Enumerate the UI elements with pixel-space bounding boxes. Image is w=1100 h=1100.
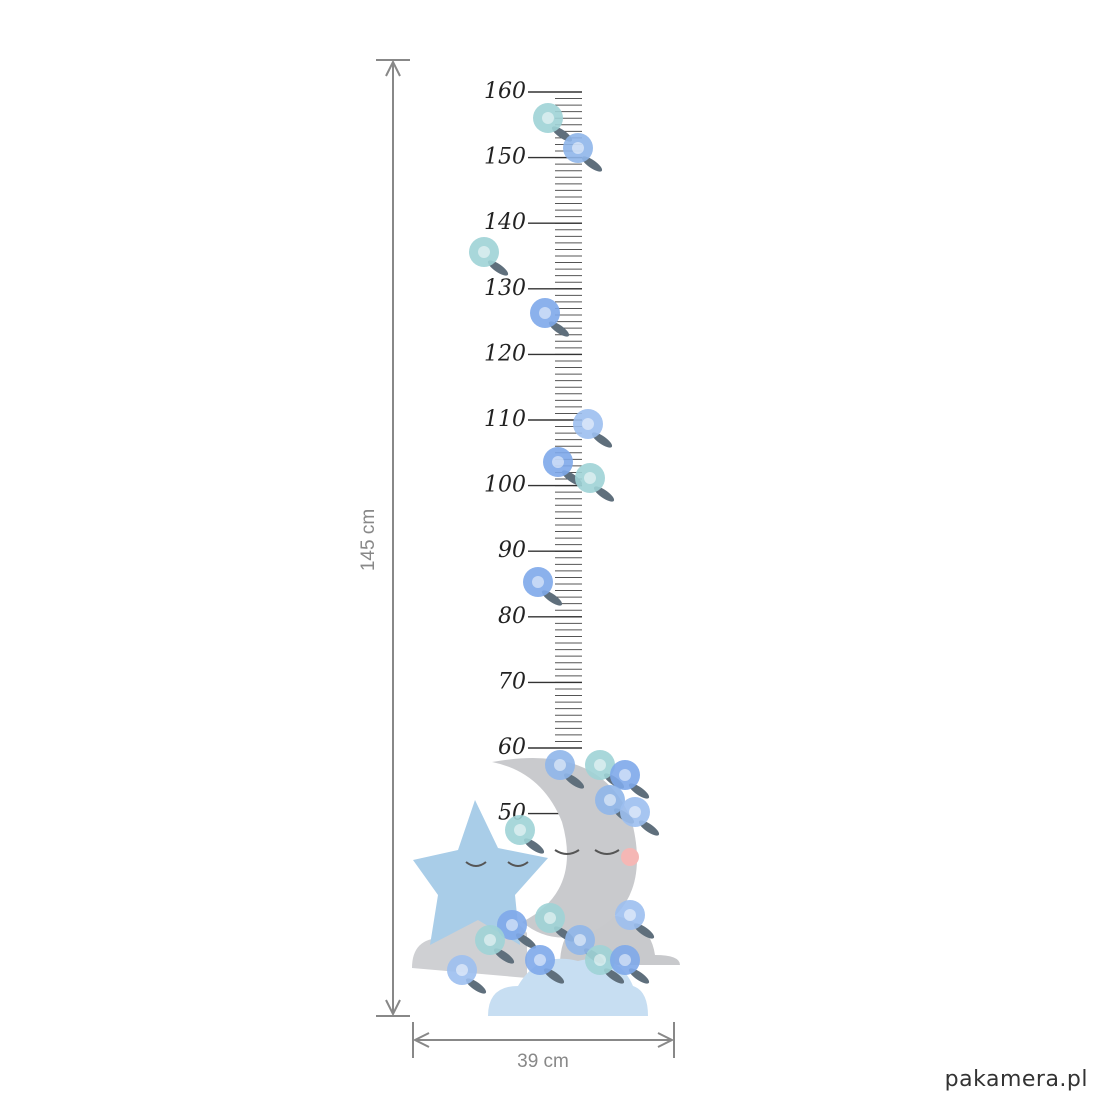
ruler-label: 110 (484, 407, 526, 432)
flower-center (629, 806, 641, 818)
flower-center (594, 954, 606, 966)
leaf (628, 783, 650, 799)
flower-center (484, 934, 496, 946)
flower-center (552, 456, 564, 468)
ruler-label: 70 (498, 669, 526, 694)
flower-center (514, 824, 526, 836)
flower-center (582, 418, 594, 430)
leaf (591, 432, 613, 448)
ruler-label: 60 (498, 735, 526, 760)
flower-center (534, 954, 546, 966)
width-label: 39 cm (517, 1051, 569, 1072)
flower-center (532, 576, 544, 588)
flower-center (544, 912, 556, 924)
leaf (465, 978, 487, 994)
flower-center (542, 112, 554, 124)
leaf (523, 838, 545, 854)
ruler-label: 160 (484, 79, 526, 104)
leaf (541, 590, 563, 606)
flower-center (456, 964, 468, 976)
leaf (493, 948, 515, 964)
flower-center (478, 246, 490, 258)
watermark: pakamera.pl (945, 1067, 1088, 1092)
flower-center (572, 142, 584, 154)
leaf (515, 933, 537, 949)
leaf (543, 968, 565, 984)
leaf (633, 923, 655, 939)
ruler-label: 80 (498, 604, 526, 629)
flower-center (539, 307, 551, 319)
height-dimension (376, 59, 410, 1017)
leaf (593, 486, 615, 502)
flower-center (619, 769, 631, 781)
flower-center (624, 909, 636, 921)
leaf (487, 260, 509, 276)
ruler-label: 130 (484, 276, 526, 301)
ruler-label: 150 (484, 145, 526, 170)
flower-center (554, 759, 566, 771)
leaf (628, 968, 650, 984)
star (413, 800, 548, 945)
ruler-label: 100 (484, 473, 526, 498)
flower-center (594, 759, 606, 771)
leaf (563, 773, 585, 789)
ruler-label: 140 (484, 210, 526, 235)
ruler-label: 120 (484, 341, 526, 366)
leaf (581, 156, 603, 172)
flower-center (604, 794, 616, 806)
flower-center (574, 934, 586, 946)
flowers (447, 103, 660, 994)
flower-center (619, 954, 631, 966)
ruler-label: 90 (498, 538, 526, 563)
leaf (638, 820, 660, 836)
flower-center (584, 472, 596, 484)
height-label: 145 cm (358, 509, 379, 571)
leaf (603, 968, 625, 984)
flower-center (506, 919, 518, 931)
width-dimension (412, 1022, 675, 1058)
leaf (548, 321, 570, 337)
